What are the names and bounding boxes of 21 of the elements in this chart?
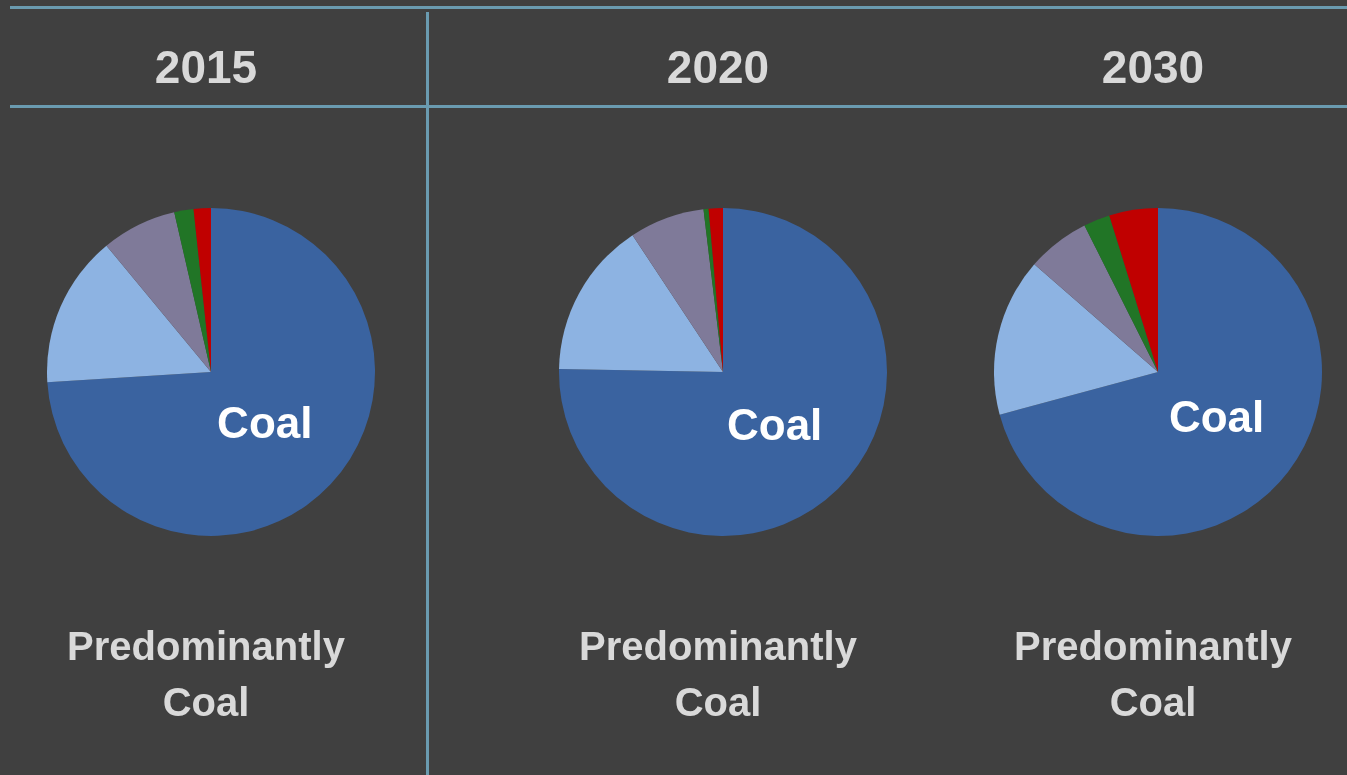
text: Predominantly Coal <box>1013 623 1293 726</box>
slice-label: Coal <box>1168 392 1265 442</box>
pie-slice <box>1084 215 1158 372</box>
text: Predominantly Coal <box>578 623 858 726</box>
pie-slice <box>174 208 211 372</box>
pie-slice <box>999 208 1322 536</box>
text: Predominantly Coal <box>66 623 346 726</box>
pie-slice <box>1109 208 1158 372</box>
pie-slice <box>47 208 375 536</box>
pie-slice <box>559 235 723 372</box>
chart-title: 2030 <box>1100 40 1206 94</box>
slice-label: Coal <box>217 398 313 448</box>
pie-slice <box>1034 225 1158 372</box>
pie-slice <box>559 208 887 536</box>
pie-slice <box>632 209 723 372</box>
pie-slice <box>47 245 211 383</box>
chart-title: 2015 <box>153 40 259 94</box>
pie-slice <box>106 212 211 372</box>
slice-label: Coal <box>727 400 823 450</box>
chart-title: 2020 <box>665 40 771 94</box>
pie-slice <box>994 264 1158 415</box>
